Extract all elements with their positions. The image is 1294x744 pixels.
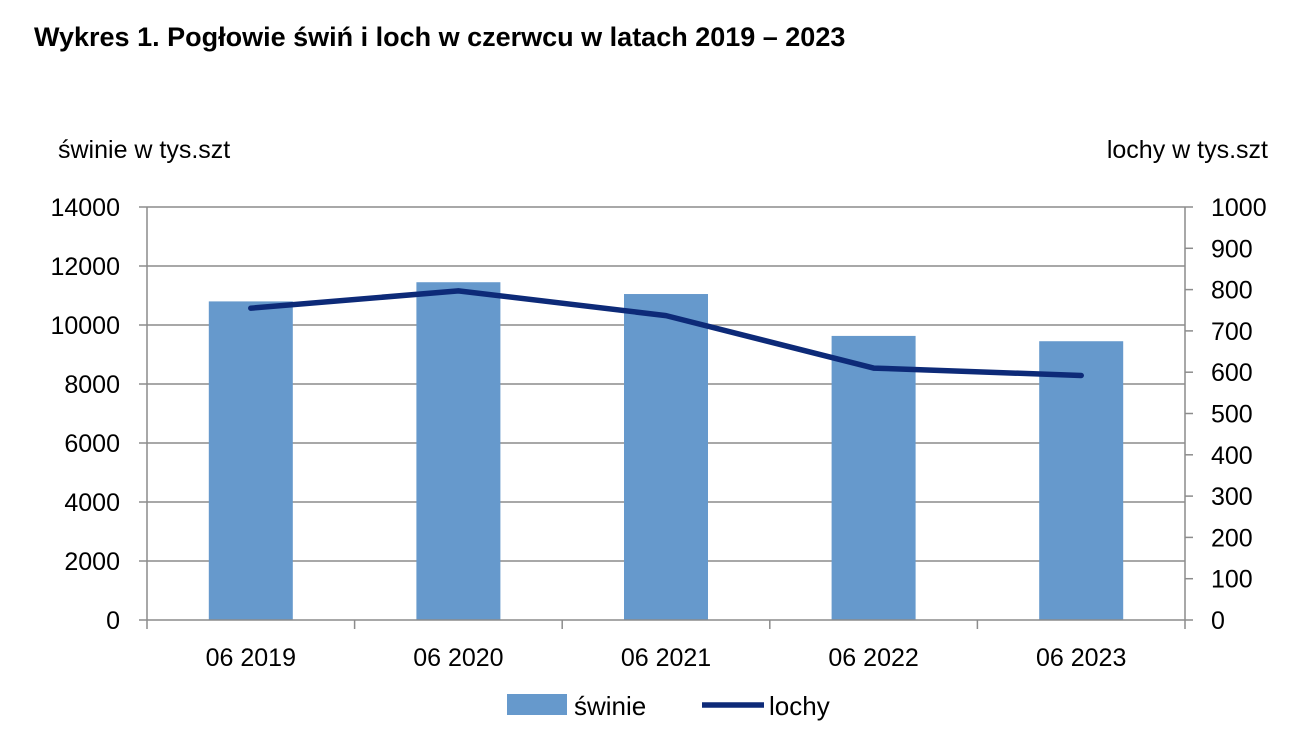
bar-swinie — [831, 335, 916, 620]
right-tick-label: 500 — [1211, 401, 1253, 429]
point-lochy — [455, 288, 461, 294]
left-tick-label: 12000 — [50, 253, 120, 281]
y-axis-right-title: lochy w tys.szt — [1107, 136, 1268, 164]
bars-swinie — [208, 282, 1124, 620]
right-tick-label: 0 — [1211, 607, 1225, 635]
x-tick-label: 06 2020 — [413, 644, 503, 672]
right-tick-label: 300 — [1211, 483, 1253, 511]
bar-swinie — [1039, 341, 1124, 620]
axis-labels: 0 2000 4000 6000 8000 10000 12000 14000 0 100 200 3… — [50, 136, 1268, 672]
left-tick-label: 8000 — [64, 371, 120, 399]
right-tick-label: 100 — [1211, 566, 1253, 594]
legend-swatch-swinie — [507, 694, 567, 715]
x-tick-label: 06 2023 — [1036, 644, 1126, 672]
x-tick-label: 06 2022 — [828, 644, 918, 672]
legend-label-swinie: świnie — [574, 691, 646, 721]
right-tick-label: 800 — [1211, 277, 1253, 305]
left-tick-label: 6000 — [64, 430, 120, 458]
right-tick-label: 200 — [1211, 524, 1253, 552]
chart-title: Wykres 1. Pogłowie świń i loch w czerwcu… — [34, 22, 846, 52]
right-tick-label: 700 — [1211, 318, 1253, 346]
y-axis-left-title: świnie w tys.szt — [58, 136, 230, 164]
bar-swinie — [416, 282, 501, 620]
right-tick-label: 400 — [1211, 442, 1253, 470]
line-lochy — [248, 288, 1084, 379]
axes — [139, 206, 1193, 629]
left-tick-label: 0 — [106, 607, 120, 635]
bar-swinie — [624, 294, 708, 620]
left-tick-label: 4000 — [64, 489, 120, 517]
point-lochy — [1078, 373, 1084, 379]
point-lochy — [248, 305, 254, 311]
right-tick-label: 600 — [1211, 359, 1253, 387]
x-tick-label: 06 2021 — [621, 644, 711, 672]
x-tick-label: 06 2019 — [206, 644, 296, 672]
bar-swinie — [208, 301, 293, 620]
right-tick-label: 1000 — [1211, 194, 1267, 222]
legend: świnie lochy — [507, 691, 830, 721]
left-tick-label: 2000 — [64, 548, 120, 576]
legend-label-lochy: lochy — [769, 691, 830, 721]
left-tick-label: 10000 — [50, 312, 120, 340]
right-tick-label: 900 — [1211, 235, 1253, 263]
point-lochy — [663, 313, 669, 319]
left-tick-label: 14000 — [50, 194, 120, 222]
point-lochy — [871, 365, 877, 371]
